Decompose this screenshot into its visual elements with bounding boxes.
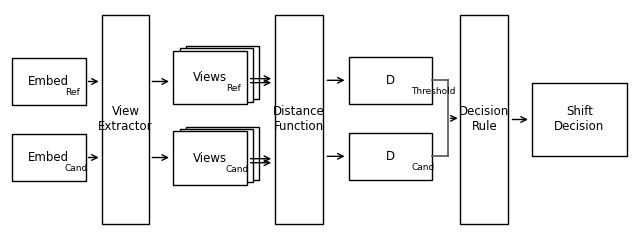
Text: Decision
Rule: Decision Rule	[460, 105, 509, 134]
Bar	[173, 51, 246, 104]
Bar	[12, 58, 86, 105]
Text: Ref: Ref	[65, 88, 79, 97]
Bar	[349, 57, 432, 104]
Text: D: D	[386, 150, 395, 163]
Bar	[532, 83, 627, 156]
Bar	[179, 129, 253, 182]
Text: Embed: Embed	[28, 75, 70, 88]
Bar	[102, 15, 150, 224]
Bar	[173, 131, 246, 185]
Text: Views: Views	[193, 71, 227, 84]
Bar	[179, 48, 253, 102]
Text: Embed: Embed	[28, 151, 70, 164]
Bar	[461, 15, 508, 224]
Text: Cand: Cand	[226, 165, 249, 174]
Text: Threshold: Threshold	[412, 87, 456, 96]
Bar	[349, 133, 432, 180]
Bar	[12, 134, 86, 181]
Text: Views: Views	[193, 152, 227, 165]
Text: Distance
Function: Distance Function	[273, 105, 325, 134]
Text: Ref: Ref	[226, 84, 241, 93]
Bar	[186, 46, 259, 99]
Text: Shift
Decision: Shift Decision	[554, 105, 604, 134]
Text: Cand: Cand	[412, 163, 435, 172]
Text: Cand: Cand	[65, 164, 88, 174]
Bar	[275, 15, 323, 224]
Bar	[186, 127, 259, 180]
Text: D: D	[386, 74, 395, 87]
Text: View
Extractor: View Extractor	[98, 105, 153, 134]
